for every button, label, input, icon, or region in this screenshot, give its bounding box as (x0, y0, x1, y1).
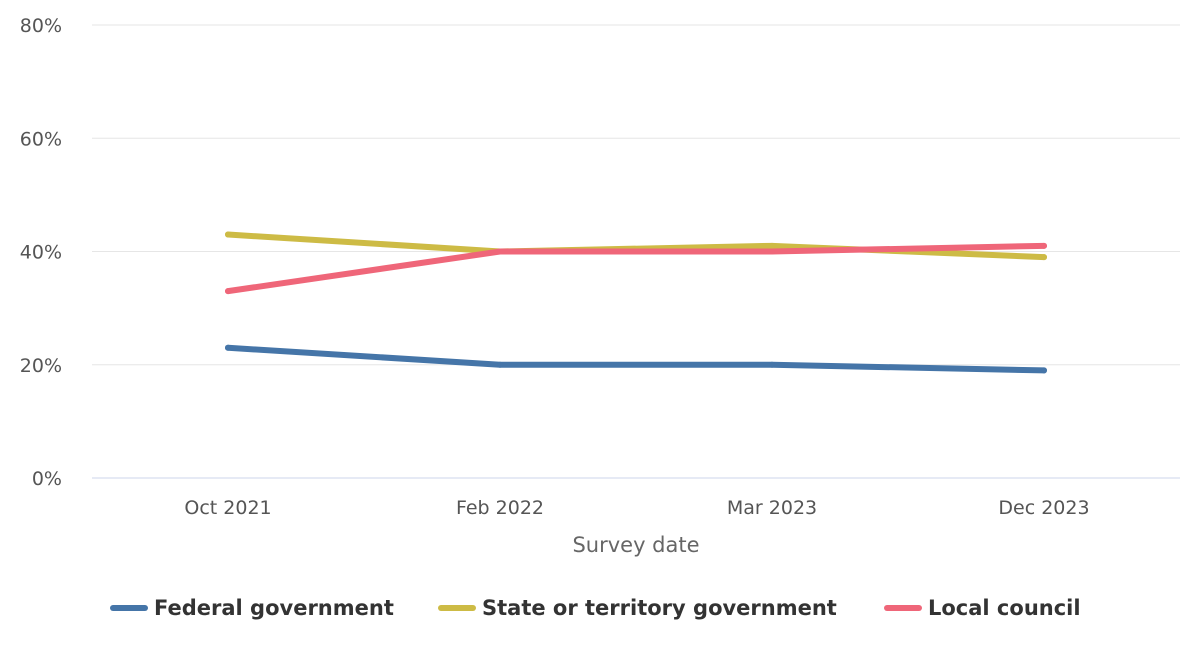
y-tick-label: 80% (20, 15, 62, 37)
data-point[interactable] (1041, 254, 1047, 261)
x-axis-title: Survey date (572, 533, 699, 557)
data-point[interactable] (497, 248, 503, 255)
x-axis-ticks: Oct 2021 Feb 2022 Mar 2023 Dec 2023 (184, 497, 1089, 519)
x-tick-label: Mar 2023 (727, 497, 817, 519)
y-tick-label: 60% (20, 128, 62, 150)
series-lines (225, 231, 1047, 374)
y-tick-label: 20% (20, 355, 62, 377)
data-point[interactable] (769, 242, 775, 249)
data-point[interactable] (1041, 367, 1047, 374)
data-point[interactable] (225, 288, 231, 295)
data-point[interactable] (225, 344, 231, 351)
series-local-council (225, 242, 1047, 295)
y-axis-ticks: 0% 20% 40% 60% 80% (20, 15, 62, 490)
x-tick-label: Oct 2021 (184, 497, 271, 519)
legend-label: Local council (928, 596, 1081, 620)
series-line[interactable] (225, 344, 1047, 374)
legend-item[interactable]: Local council (884, 596, 1081, 620)
x-tick-label: Dec 2023 (998, 497, 1089, 519)
data-point[interactable] (225, 231, 231, 238)
series-line[interactable] (225, 242, 1047, 295)
legend-label: Federal government (154, 596, 394, 620)
legend-label: State or territory government (482, 596, 837, 620)
data-point[interactable] (497, 361, 503, 368)
data-point[interactable] (769, 248, 775, 255)
data-point[interactable] (769, 361, 775, 368)
y-tick-label: 0% (32, 468, 62, 490)
series-federal-government (225, 344, 1047, 374)
legend-item[interactable]: Federal government (110, 596, 394, 620)
legend: Federal government State or territory gov… (110, 596, 1081, 620)
data-point[interactable] (1041, 242, 1047, 249)
legend-item[interactable]: State or territory government (438, 596, 837, 620)
x-tick-label: Feb 2022 (456, 497, 544, 519)
y-tick-label: 40% (20, 242, 62, 264)
